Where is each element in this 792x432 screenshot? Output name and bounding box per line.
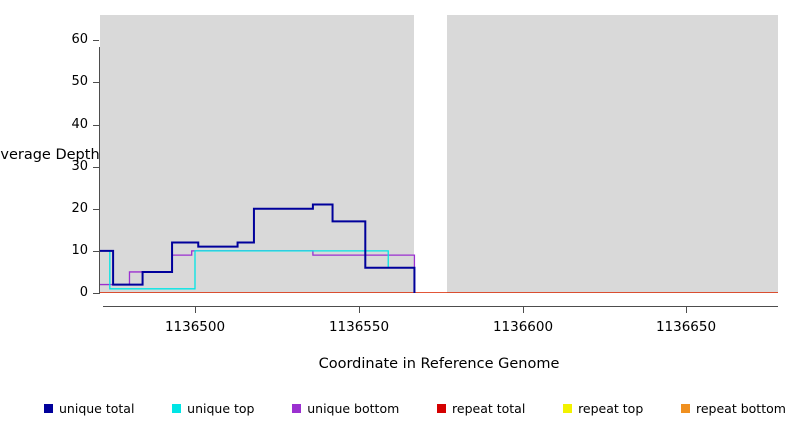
- y-tick-mark: [93, 167, 99, 168]
- y-axis-title-wrap: Read Coverage Depth: [0, 0, 100, 310]
- plot-area: [100, 15, 778, 293]
- y-tick-mark: [93, 293, 99, 294]
- y-tick-label: 0: [79, 285, 88, 300]
- legend-item-repeat-total[interactable]: repeat total: [437, 401, 525, 416]
- y-tick-mark: [93, 125, 99, 126]
- y-tick-label: 20: [71, 201, 88, 216]
- x-tick-mark: [195, 307, 196, 313]
- series-line: [100, 250, 416, 293]
- y-tick-mark: [93, 82, 99, 83]
- legend-item-unique-total[interactable]: unique total: [44, 401, 134, 416]
- chart-legend: unique total unique top unique bottom repea…: [44, 398, 786, 418]
- y-tick-label: 30: [71, 159, 88, 174]
- legend-swatch-icon: [44, 403, 53, 413]
- x-tick-mark: [359, 307, 360, 313]
- x-tick-mark: [686, 307, 687, 313]
- series-layer: [100, 203, 778, 293]
- y-axis-title: Read Coverage Depth: [0, 147, 100, 163]
- legend-label: unique bottom: [307, 400, 400, 416]
- legend-item-unique-top[interactable]: unique top: [172, 401, 254, 416]
- y-tick-mark: [93, 209, 99, 210]
- y-tick-mark: [93, 251, 99, 252]
- legend-swatch-icon: [563, 403, 573, 413]
- y-tick-label: 60: [71, 32, 88, 47]
- x-axis-title: Coordinate in Reference Genome: [318, 356, 560, 372]
- x-tick-label: 1136550: [328, 319, 390, 335]
- coverage-gap-band: [414, 15, 448, 293]
- x-tick-mark: [523, 307, 524, 313]
- x-tick-label: 1136600: [492, 319, 554, 335]
- legend-item-unique-bottom[interactable]: unique bottom: [292, 401, 399, 416]
- legend-swatch-icon: [681, 403, 690, 413]
- y-tick-label: 10: [71, 243, 88, 258]
- legend-swatch-icon: [437, 403, 447, 413]
- y-tick-mark: [93, 40, 99, 41]
- y-tick-label: 50: [71, 74, 88, 89]
- legend-label: unique total: [59, 400, 135, 416]
- legend-item-repeat-top[interactable]: repeat top: [563, 401, 643, 416]
- legend-swatch-icon: [292, 403, 302, 413]
- legend-label: repeat top: [578, 400, 644, 416]
- legend-label: repeat total: [452, 400, 526, 416]
- legend-label: unique top: [187, 400, 255, 416]
- legend-swatch-icon: [172, 403, 182, 413]
- legend-label: repeat bottom: [696, 400, 786, 416]
- y-axis-line: [99, 47, 100, 294]
- y-tick-label: 40: [71, 117, 88, 132]
- x-tick-label: 1136650: [655, 319, 717, 335]
- x-tick-label: 1136500: [164, 319, 226, 335]
- legend-item-repeat-bottom[interactable]: repeat bottom: [681, 401, 786, 416]
- x-axis-line: [103, 306, 778, 307]
- series-line: [100, 203, 416, 293]
